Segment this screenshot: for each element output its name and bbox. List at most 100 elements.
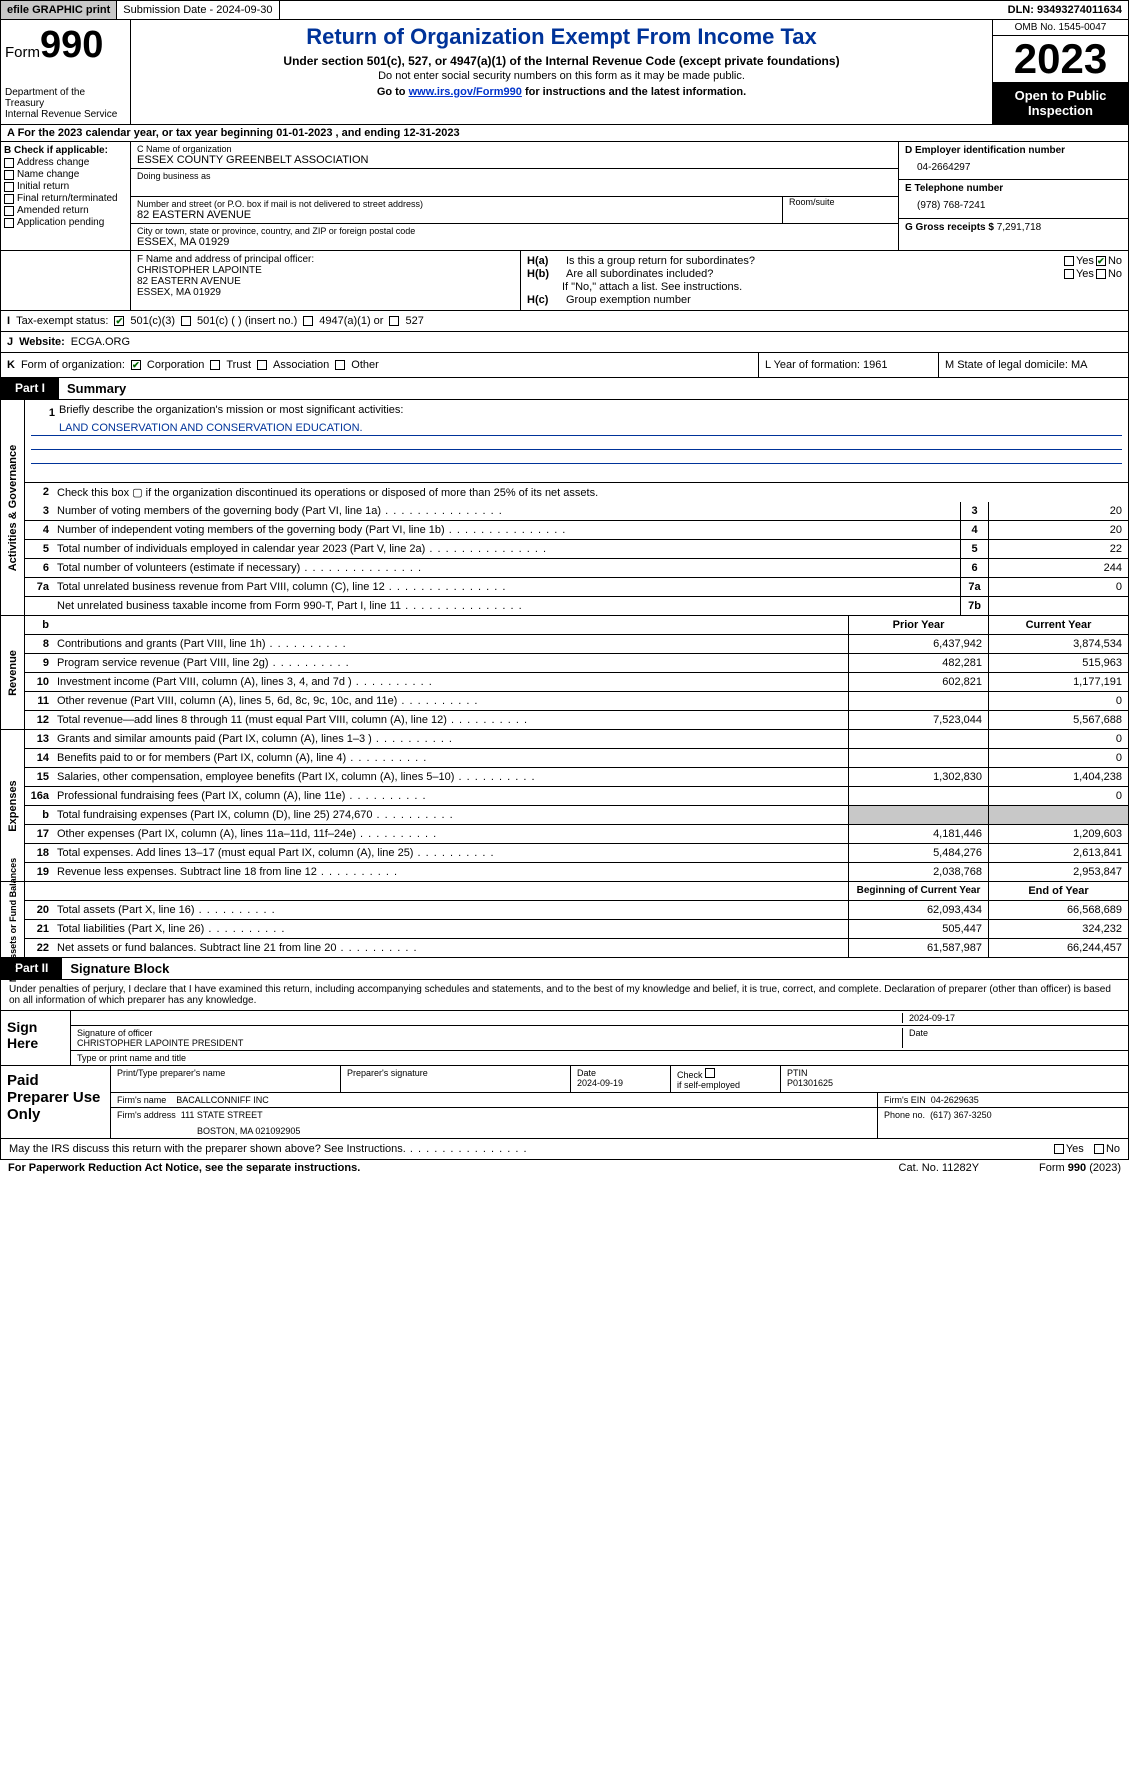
chk-name-change[interactable]: [4, 170, 14, 180]
form-footer: Form 990 (2023): [1039, 1162, 1121, 1174]
rev-b: b: [25, 616, 53, 634]
line-num: [25, 597, 53, 615]
line-desc: Total unrelated business revenue from Pa…: [53, 578, 960, 596]
chk-assoc[interactable]: [257, 360, 267, 370]
current-value: 0: [988, 787, 1128, 805]
prior-value: 2,038,768: [848, 863, 988, 881]
chk-trust[interactable]: [210, 360, 220, 370]
chk-501c3[interactable]: [114, 316, 124, 326]
sign-here-label: Sign Here: [1, 1011, 71, 1065]
part2-header: Part II Signature Block: [0, 958, 1129, 980]
signature-block: Under penalties of perjury, I declare th…: [0, 980, 1129, 1139]
efile-label: efile GRAPHIC print: [1, 1, 117, 19]
box-d: D Employer identification number 04-2664…: [898, 142, 1128, 250]
discuss-text: May the IRS discuss this return with the…: [9, 1143, 528, 1155]
hdr-end: End of Year: [988, 882, 1128, 900]
line-num: 5: [25, 540, 53, 558]
line-num: 4: [25, 521, 53, 539]
line-num: 11: [25, 692, 53, 710]
chk-corp[interactable]: [131, 360, 141, 370]
line-value: 22: [988, 540, 1128, 558]
rev-side-label: Revenue: [7, 650, 19, 696]
chk-amended[interactable]: [4, 206, 14, 216]
hb-no: No: [1108, 268, 1122, 280]
box-b: B Check if applicable: Address change Na…: [1, 142, 131, 250]
line-desc: Net assets or fund balances. Subtract li…: [53, 939, 848, 957]
line-desc: Salaries, other compensation, employee b…: [53, 768, 848, 786]
officer-addr2: ESSEX, MA 01929: [137, 287, 514, 298]
lbl-final-return: Final return/terminated: [17, 193, 118, 204]
top-bar: efile GRAPHIC print Submission Date - 20…: [0, 0, 1129, 20]
line-value: [988, 597, 1128, 615]
line-num: 8: [25, 635, 53, 653]
chk-final-return[interactable]: [4, 194, 14, 204]
governance-section: Activities & Governance 1 Briefly descri…: [0, 400, 1129, 616]
firm-name: BACALLCONNIFF INC: [176, 1095, 269, 1105]
line-num: 20: [25, 901, 53, 919]
chk-address-change[interactable]: [4, 158, 14, 168]
chk-501c[interactable]: [181, 316, 191, 326]
chk-ha-no[interactable]: [1096, 256, 1106, 266]
section-fh: F Name and address of principal officer:…: [0, 251, 1129, 311]
hdr-current-year: Current Year: [988, 616, 1128, 634]
sig-officer-label: Signature of officer: [77, 1028, 902, 1038]
line-num: 3: [25, 502, 53, 520]
chk-hb-yes[interactable]: [1064, 269, 1074, 279]
current-value: 66,244,457: [988, 939, 1128, 957]
line2-desc: Check this box ▢ if the organization dis…: [53, 483, 1128, 502]
box-b-label: B Check if applicable:: [4, 145, 127, 156]
i-text: Tax-exempt status:: [16, 315, 108, 327]
lbl-initial-return: Initial return: [17, 181, 69, 192]
paperwork-notice: For Paperwork Reduction Act Notice, see …: [8, 1162, 360, 1174]
line-value: 20: [988, 502, 1128, 520]
row-i: I Tax-exempt status: 501(c)(3) 501(c) ( …: [0, 311, 1129, 332]
gov-side-label: Activities & Governance: [7, 444, 19, 571]
officer-label: F Name and address of principal officer:: [137, 254, 514, 265]
j-label: J: [7, 336, 13, 348]
form-num-big: 990: [40, 24, 103, 66]
form-number: Form990: [5, 24, 126, 67]
chk-4947[interactable]: [303, 316, 313, 326]
line-num: 22: [25, 939, 53, 957]
line-desc: Professional fundraising fees (Part IX, …: [53, 787, 848, 805]
firm-ein: 04-2629635: [931, 1095, 979, 1105]
line-desc: Number of voting members of the governin…: [53, 502, 960, 520]
chk-app-pending[interactable]: [4, 218, 14, 228]
irs-link[interactable]: www.irs.gov/Form990: [409, 86, 522, 98]
line2-num: 2: [25, 483, 53, 502]
prior-value: 602,821: [848, 673, 988, 691]
ein-value: 04-2664297: [917, 162, 1122, 173]
chk-self-employed[interactable]: [705, 1068, 715, 1078]
chk-discuss-yes[interactable]: [1054, 1144, 1064, 1154]
prior-value: 61,587,987: [848, 939, 988, 957]
line-box: 7a: [960, 578, 988, 596]
city-value: ESSEX, MA 01929: [137, 236, 892, 248]
form-title: Return of Organization Exempt From Incom…: [139, 24, 984, 50]
firm-phone: (617) 367-3250: [930, 1110, 992, 1120]
prep-date-label: Date: [577, 1068, 664, 1078]
line-num: 13: [25, 730, 53, 748]
current-value: 2,953,847: [988, 863, 1128, 881]
current-value: 1,209,603: [988, 825, 1128, 843]
line-desc: Investment income (Part VIII, column (A)…: [53, 673, 848, 691]
line-box: 5: [960, 540, 988, 558]
chk-527[interactable]: [389, 316, 399, 326]
box-h: H(a) Is this a group return for subordin…: [521, 251, 1128, 310]
opt-corp: Corporation: [147, 359, 204, 371]
ha-no: No: [1108, 255, 1122, 267]
form-prefix: Form: [5, 44, 40, 61]
revenue-section: Revenue b Prior Year Current Year 8 Cont…: [0, 616, 1129, 730]
line-desc: Other expenses (Part IX, column (A), lin…: [53, 825, 848, 843]
lbl-address-change: Address change: [17, 157, 89, 168]
chk-ha-yes[interactable]: [1064, 256, 1074, 266]
chk-discuss-no[interactable]: [1094, 1144, 1104, 1154]
chk-initial-return[interactable]: [4, 182, 14, 192]
chk-other[interactable]: [335, 360, 345, 370]
line-desc: Total liabilities (Part X, line 26): [53, 920, 848, 938]
line-num: 15: [25, 768, 53, 786]
omb-number: OMB No. 1545-0047: [993, 20, 1128, 36]
mission-text: LAND CONSERVATION AND CONSERVATION EDUCA…: [31, 422, 1122, 436]
line-num: 16a: [25, 787, 53, 805]
city-label: City or town, state or province, country…: [137, 226, 892, 236]
chk-hb-no[interactable]: [1096, 269, 1106, 279]
